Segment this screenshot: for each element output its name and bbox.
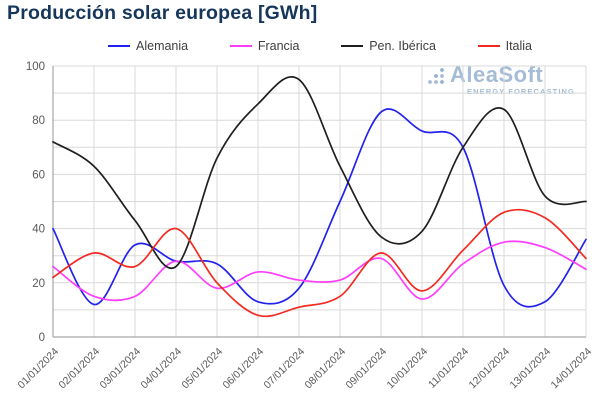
series-line-italia xyxy=(52,208,587,318)
legend-item-italia: Italia xyxy=(477,39,532,53)
x-tick-label: 06/01/2024 xyxy=(220,346,266,392)
legend-line-swatch-icon xyxy=(229,45,252,47)
x-tick-label: 13/01/2024 xyxy=(507,346,553,392)
y-tick-label: 0 xyxy=(39,332,45,344)
legend-label: Francia xyxy=(257,39,300,53)
x-tick-label: 01/01/2024 xyxy=(15,346,61,392)
x-tick-label: 10/01/2024 xyxy=(384,346,430,392)
series-line-alemania xyxy=(52,108,587,308)
y-tick-label: 80 xyxy=(32,115,45,127)
legend-item-alemania: Alemania xyxy=(108,39,188,53)
y-tick-label: 100 xyxy=(26,61,45,73)
y-tick-label: 40 xyxy=(32,224,45,236)
x-tick-label: 07/01/2024 xyxy=(261,346,307,392)
legend-line-swatch-icon xyxy=(477,45,500,47)
series-line-francia xyxy=(52,240,587,302)
x-tick-label: 09/01/2024 xyxy=(343,346,389,392)
x-tick-label: 08/01/2024 xyxy=(302,346,348,392)
legend-item-francia: Francia xyxy=(229,39,300,53)
chart-legend: Alemania Francia Pen. Ibérica Italia xyxy=(108,39,532,53)
y-tick-label: 20 xyxy=(32,278,45,290)
legend-line-swatch-icon xyxy=(341,45,364,47)
x-tick-label: 04/01/2024 xyxy=(138,346,184,392)
x-tick-label: 03/01/2024 xyxy=(97,346,143,392)
legend-label: Alemania xyxy=(136,39,189,53)
x-tick-label: 12/01/2024 xyxy=(466,346,512,392)
chart-title: Producción solar europea [GWh] xyxy=(7,2,318,24)
x-tick-label: 11/01/2024 xyxy=(426,346,471,391)
x-tick-label: 14/01/2024 xyxy=(548,346,594,392)
legend-item-pen-ib-rica: Pen. Ibérica xyxy=(341,39,436,53)
y-tick-label: 60 xyxy=(32,169,45,181)
x-tick-label: 02/01/2024 xyxy=(56,346,102,392)
legend-label: Pen. Ibérica xyxy=(369,39,436,53)
legend-line-swatch-icon xyxy=(108,45,130,47)
legend-label: Italia xyxy=(505,39,532,53)
x-tick-label: 05/01/2024 xyxy=(179,346,225,392)
series-line-pen-ib-rica xyxy=(52,76,587,270)
